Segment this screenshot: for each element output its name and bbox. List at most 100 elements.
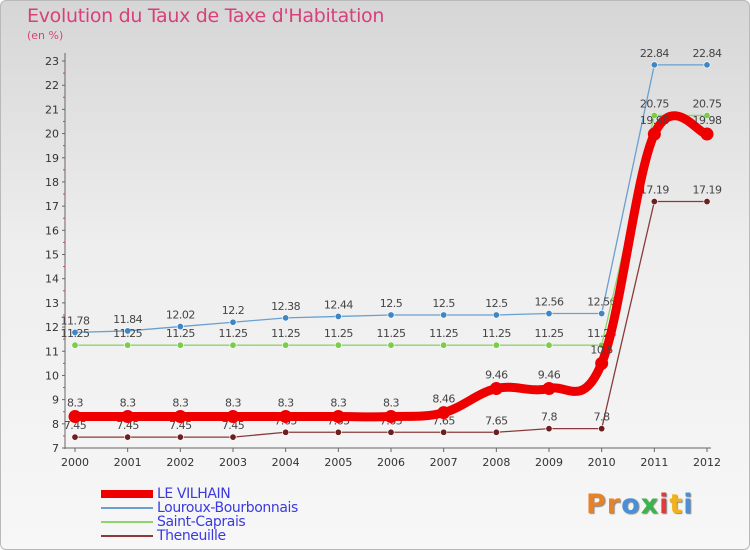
y-tick-label: 13: [45, 297, 59, 310]
data-label: 12.5: [380, 297, 403, 310]
data-point: [331, 410, 345, 424]
proxiti-logo: Proxiti: [586, 489, 694, 520]
y-tick-label: 9: [52, 394, 59, 407]
data-label: 20.75: [640, 97, 669, 110]
y-tick-label: 12: [45, 321, 59, 334]
data-point: [384, 410, 398, 424]
data-label: 11.25: [535, 327, 564, 340]
data-label: 8.3: [383, 397, 399, 410]
legend-item: Saint-Caprais: [101, 514, 298, 530]
data-point: [542, 381, 556, 395]
data-label: 8.3: [225, 397, 241, 410]
data-point: [700, 127, 714, 141]
x-tick-label: 2003: [219, 456, 247, 469]
series-line-le-vilhain: [70, 111, 712, 422]
data-point: [492, 311, 500, 319]
data-point: [703, 198, 711, 206]
data-point: [124, 433, 132, 441]
data-label: 12.56: [587, 296, 616, 309]
data-point: [71, 341, 79, 349]
data-label: 7.65: [485, 414, 508, 427]
x-tick-label: 2010: [588, 456, 616, 469]
legend-swatch: [101, 507, 153, 509]
data-label: 12.2: [222, 304, 245, 317]
data-label: 9.46: [538, 368, 561, 381]
data-point: [492, 428, 500, 436]
data-label: 8.3: [330, 397, 346, 410]
y-tick-label: 18: [45, 176, 59, 189]
data-point: [440, 428, 448, 436]
data-label: 7.45: [116, 419, 139, 432]
data-point: [387, 428, 395, 436]
y-tick-label: 10: [45, 369, 59, 382]
data-point: [545, 310, 553, 318]
y-tick-label: 20: [45, 128, 59, 141]
data-point: [650, 61, 658, 69]
data-label: 12.02: [166, 309, 195, 322]
data-point: [489, 381, 503, 395]
data-label: 12.44: [324, 298, 353, 311]
legend-label: Theneuille: [157, 528, 226, 544]
data-point: [226, 410, 240, 424]
x-tick-label: 2011: [640, 456, 668, 469]
data-label: 19.98: [693, 114, 722, 127]
y-tick-label: 16: [45, 224, 59, 237]
data-point: [598, 310, 606, 318]
data-label: 12.5: [485, 297, 508, 310]
data-point: [229, 341, 237, 349]
data-point: [492, 341, 500, 349]
data-point: [387, 311, 395, 319]
legend-swatch: [101, 521, 153, 523]
data-point: [176, 341, 184, 349]
data-point: [71, 328, 79, 336]
data-point: [229, 318, 237, 326]
y-tick-label: 21: [45, 103, 59, 116]
data-label: 12.56: [535, 296, 564, 309]
data-point: [595, 356, 609, 370]
data-label: 8.3: [278, 397, 294, 410]
data-label: 11.25: [113, 327, 142, 340]
data-point: [68, 410, 82, 424]
data-label: 17.19: [693, 184, 722, 197]
data-point: [650, 198, 658, 206]
data-point: [176, 433, 184, 441]
y-tick-label: 23: [45, 55, 59, 68]
legend-label: LE VILHAIN: [157, 486, 231, 502]
x-tick-label: 2007: [430, 456, 458, 469]
data-point: [703, 61, 711, 69]
data-point: [121, 410, 135, 424]
legend-item: Louroux-Bourbonnais: [101, 500, 298, 516]
data-label: 11.25: [271, 327, 300, 340]
data-label: 7.8: [594, 411, 610, 424]
data-point: [703, 111, 711, 119]
y-tick-label: 17: [45, 200, 59, 213]
series-line-louroux-bourbonnais: [74, 64, 708, 334]
chart-title: Evolution du Taux de Taxe d'Habitation: [27, 5, 385, 27]
data-label: 7.8: [541, 411, 557, 424]
data-point: [124, 327, 132, 335]
legend-label: Saint-Caprais: [157, 514, 246, 530]
data-label: 7.45: [222, 419, 245, 432]
x-tick-label: 2000: [61, 456, 89, 469]
data-point: [647, 127, 661, 141]
data-label: 17.19: [640, 184, 669, 197]
y-tick-label: 8: [52, 418, 59, 431]
data-label: 11.25: [377, 327, 406, 340]
data-label: 22.84: [640, 47, 669, 60]
legend-swatch: [101, 490, 153, 498]
data-label: 12.5: [432, 297, 455, 310]
data-point: [545, 425, 553, 433]
legend-label: Louroux-Bourbonnais: [157, 500, 298, 516]
data-point: [545, 341, 553, 349]
data-point: [440, 341, 448, 349]
data-point: [334, 341, 342, 349]
data-label: 11.25: [166, 327, 195, 340]
data-label: 11.25: [482, 327, 511, 340]
data-point: [282, 428, 290, 436]
data-label: 8.3: [120, 397, 136, 410]
data-point: [176, 323, 184, 331]
data-label: 8.46: [432, 393, 455, 406]
data-label: 11.25: [324, 327, 353, 340]
